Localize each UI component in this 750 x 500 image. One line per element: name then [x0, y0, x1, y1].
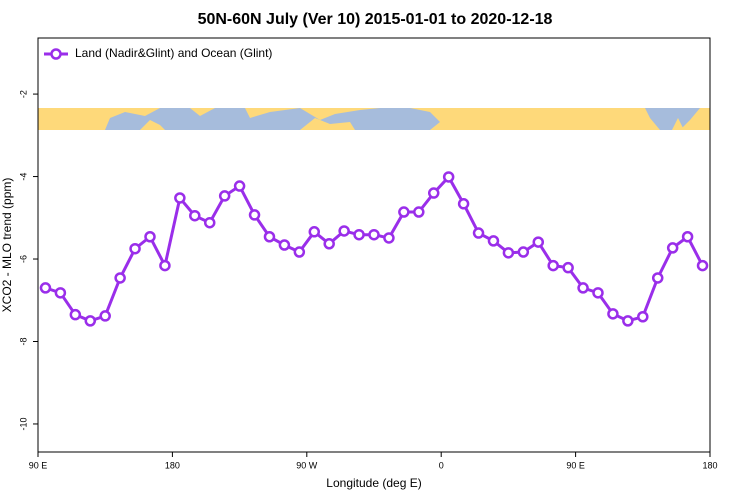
data-point — [114, 272, 126, 284]
data-point — [502, 247, 515, 259]
data-point — [323, 238, 335, 250]
data-point — [248, 209, 261, 221]
data-point — [203, 216, 216, 229]
data-point — [651, 272, 664, 284]
data-point — [69, 308, 82, 321]
y-tick-label: -4 — [18, 173, 28, 181]
data-point — [413, 206, 425, 218]
y-tick-label: -2 — [18, 90, 28, 98]
data-point — [427, 187, 440, 199]
data-point — [681, 231, 694, 243]
data-point — [189, 209, 201, 222]
data-point — [39, 282, 52, 294]
data-point — [144, 231, 156, 243]
data-point — [308, 226, 321, 238]
data-point — [532, 236, 545, 248]
data-point — [129, 242, 141, 255]
series-line — [44, 174, 704, 323]
data-point — [547, 259, 559, 272]
data-point — [293, 246, 306, 258]
data-point — [99, 310, 111, 322]
data-point — [233, 180, 246, 192]
data-point — [592, 287, 604, 299]
data-point — [637, 310, 649, 323]
x-axis-label: Longitude (deg E) — [326, 476, 421, 490]
data-point — [54, 287, 67, 299]
data-point — [398, 206, 410, 218]
data-point — [442, 171, 455, 183]
data-point — [263, 231, 276, 243]
y-axis-label: XCO2 - MLO trend (ppm) — [0, 178, 14, 313]
data-point — [278, 239, 291, 251]
y-tick-label: -6 — [18, 255, 28, 263]
data-point — [622, 315, 634, 327]
legend-label: Land (Nadir&Glint) and Ocean (Glint) — [75, 46, 272, 60]
data-point — [218, 190, 231, 202]
legend-marker — [50, 48, 62, 60]
chart-title: 50N-60N July (Ver 10) 2015-01-01 to 2020… — [198, 11, 553, 28]
data-point — [159, 259, 171, 272]
data-point — [383, 232, 395, 244]
data-point — [174, 192, 186, 204]
plot-frame — [37, 37, 711, 453]
map-strip — [38, 108, 710, 130]
data-point — [577, 282, 589, 294]
x-tick-label: 180 — [165, 460, 180, 470]
data-point — [353, 228, 365, 241]
data-point — [487, 235, 500, 247]
data-point — [607, 308, 619, 320]
data-point — [472, 227, 485, 239]
x-tick-label: 90 E — [566, 460, 585, 470]
y-tick-label: -8 — [18, 337, 28, 345]
x-tick-label: 0 — [439, 460, 444, 470]
x-tick-label: 90 E — [29, 460, 48, 470]
x-tick-label: 90 W — [296, 460, 318, 470]
data-point — [517, 246, 530, 258]
data-point — [368, 228, 380, 241]
data-point — [84, 315, 97, 327]
y-tick-label: -10 — [18, 417, 28, 430]
x-tick-label: 180 — [702, 460, 717, 470]
data-point — [457, 198, 470, 210]
data-point — [666, 242, 679, 254]
data-point — [562, 261, 574, 274]
data-point — [338, 225, 350, 237]
data-point — [696, 259, 709, 272]
